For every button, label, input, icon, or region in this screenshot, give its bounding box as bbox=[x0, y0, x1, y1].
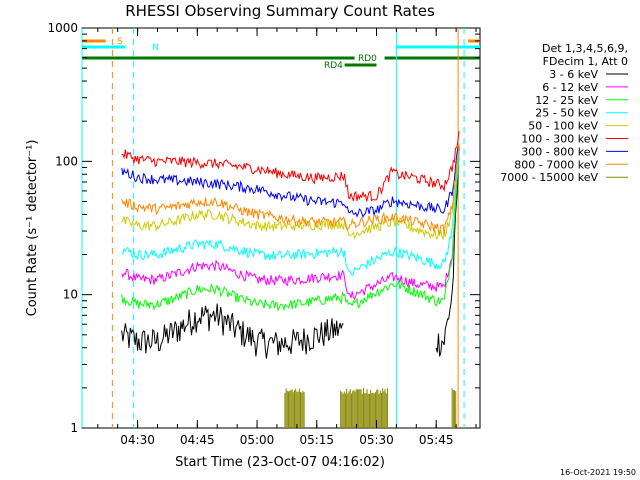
y-tick-label: 10 bbox=[63, 288, 78, 302]
series-line bbox=[121, 303, 344, 359]
series-line bbox=[121, 144, 460, 235]
x-tick-label: 05:30 bbox=[359, 433, 394, 447]
legend-entry-label: 12 - 25 keV bbox=[535, 94, 598, 107]
series-line bbox=[121, 156, 460, 312]
legend: Det 1,3,4,5,6,9, FDecim 1, Att 0 3 - 6 k… bbox=[500, 42, 628, 184]
y-tick-label: 100 bbox=[55, 154, 78, 168]
y-tick-label: 1 bbox=[70, 421, 78, 435]
series-layer bbox=[121, 131, 460, 428]
x-tick-label: 05:00 bbox=[240, 433, 275, 447]
flag-label: RD0 bbox=[358, 54, 377, 64]
series-line bbox=[121, 146, 460, 218]
legend-entry-label: 800 - 7000 keV bbox=[514, 158, 598, 171]
vertical-markers bbox=[81, 28, 465, 428]
legend-header-line-2: FDecim 1, Att 0 bbox=[543, 55, 628, 68]
flag-label: S bbox=[117, 37, 123, 47]
x-tick-label: 05:15 bbox=[299, 433, 334, 447]
rd0-label-gap bbox=[354, 55, 385, 61]
legend-entry-label: 100 - 300 keV bbox=[521, 133, 598, 146]
series-line bbox=[121, 156, 460, 301]
legend-entry-label: 300 - 800 keV bbox=[521, 145, 598, 158]
legend-entry-label: 7000 - 15000 keV bbox=[500, 171, 598, 184]
y-axis-label: Count Rate (s⁻¹ detector⁻¹) bbox=[25, 140, 40, 317]
chart-title: RHESSI Observing Summary Count Rates bbox=[125, 2, 435, 20]
x-tick-label: 04:30 bbox=[120, 433, 155, 447]
y-tick-label: 1000 bbox=[47, 21, 78, 35]
x-axis-label: Start Time (23-Oct-07 04:16:02) bbox=[175, 455, 385, 470]
legend-entry-label: 6 - 12 keV bbox=[542, 81, 598, 94]
axis-ticks: 1 10 100 1000 04:30 04:45 05:00 05:15 05:30 05:45 bbox=[47, 21, 480, 447]
observing-flags: S N RD0 RD4 bbox=[82, 37, 480, 71]
legend-entry-label: 3 - 6 keV bbox=[549, 68, 598, 81]
legend-entry-label: 25 - 50 keV bbox=[535, 107, 598, 120]
series-line bbox=[121, 131, 460, 202]
flag-label: RD4 bbox=[324, 61, 343, 71]
x-tick-label: 04:45 bbox=[180, 433, 215, 447]
flag-label: N bbox=[152, 43, 159, 53]
timestamp: 16-Oct-2021 19:50 bbox=[560, 468, 636, 477]
legend-entry-label: 50 - 100 keV bbox=[528, 120, 598, 133]
legend-header-line-1: Det 1,3,4,5,6,9, bbox=[542, 42, 628, 55]
series-line bbox=[121, 150, 460, 277]
x-tick-label: 05:45 bbox=[419, 433, 454, 447]
series-line bbox=[435, 146, 460, 357]
